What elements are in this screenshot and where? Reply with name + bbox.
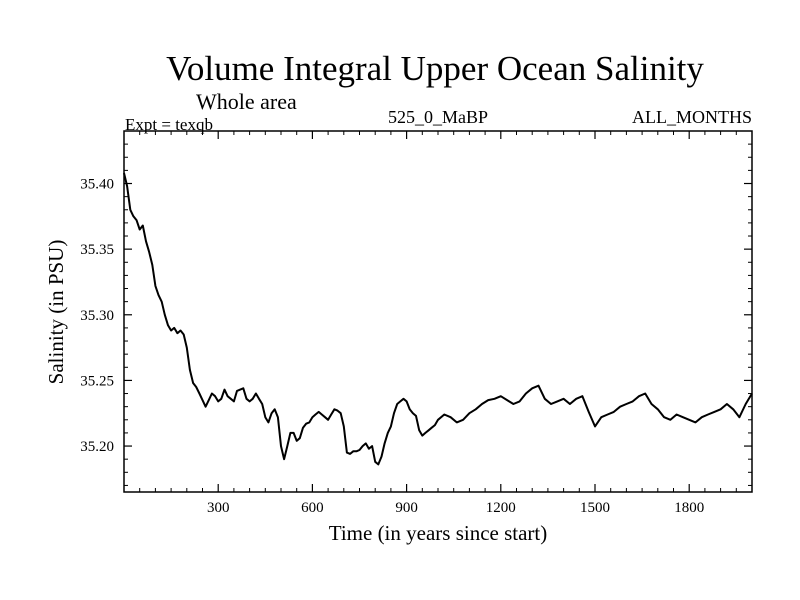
y-axis-label: Salinity (in PSU) [44, 240, 68, 385]
experiment-label: Expt = texqb [125, 115, 213, 134]
y-tick-label: 35.20 [80, 439, 114, 455]
chart-title: Volume Integral Upper Ocean Salinity [166, 49, 704, 88]
y-tick-label: 35.30 [80, 308, 114, 324]
x-tick-label: 300 [207, 500, 230, 516]
x-tick-label: 1500 [580, 500, 610, 516]
y-tick-label: 35.25 [80, 373, 114, 389]
salinity-series-line [123, 172, 753, 466]
y-tick-label: 35.40 [80, 177, 114, 193]
x-tick-label: 1800 [674, 500, 704, 516]
period-label: 525_0_MaBP [388, 107, 488, 127]
months-label: ALL_MONTHS [632, 107, 752, 127]
x-tick-label: 1200 [486, 500, 516, 516]
chart-subtitle: Whole area [196, 89, 297, 114]
x-tick-label: 900 [395, 500, 418, 516]
x-tick-label: 600 [301, 500, 324, 516]
y-tick-label: 35.35 [80, 242, 114, 258]
x-axis-label: Time (in years since start) [329, 521, 548, 545]
axis-ticks: 300 600 900 1200 1500 1800 35.20 35.25 35.30 35.3… [80, 131, 752, 516]
